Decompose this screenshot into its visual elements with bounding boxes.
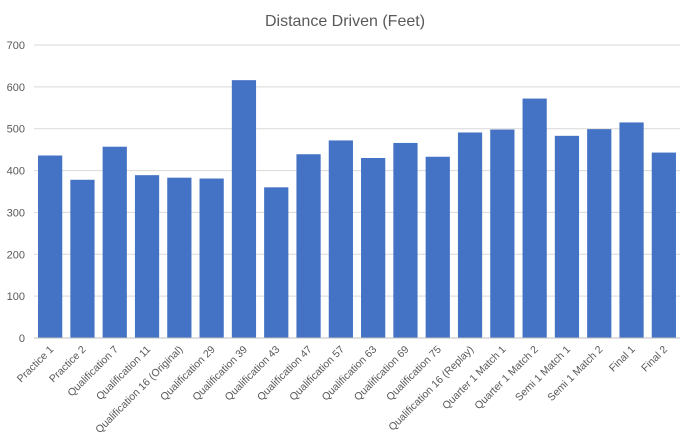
y-tick-label: 600 — [7, 82, 25, 94]
bar — [70, 179, 95, 338]
y-tick-label: 500 — [7, 124, 25, 136]
bar — [425, 156, 450, 338]
bar — [457, 132, 483, 338]
y-tick-label: 100 — [7, 291, 25, 303]
bars — [38, 80, 676, 338]
x-tick-label: Final 2 — [639, 344, 670, 375]
y-tick-label: 300 — [7, 207, 25, 219]
bar — [231, 80, 257, 338]
bar — [361, 158, 386, 338]
bar — [167, 177, 192, 338]
y-tick-label: 700 — [7, 40, 25, 52]
y-tick-label: 200 — [7, 249, 25, 261]
bar — [199, 178, 224, 338]
bar — [328, 140, 353, 338]
bar — [393, 142, 418, 338]
bar — [587, 129, 612, 338]
bar — [38, 155, 63, 338]
bar — [102, 146, 127, 338]
gridlines — [34, 44, 680, 297]
bar — [490, 129, 515, 338]
bar — [134, 175, 160, 338]
chart-title: Distance Driven (Feet) — [265, 13, 425, 30]
bar — [554, 135, 580, 338]
bar — [651, 152, 676, 338]
y-tick-label: 0 — [19, 333, 25, 345]
bar — [522, 98, 547, 338]
bar — [619, 122, 644, 338]
y-tick-label: 400 — [7, 166, 25, 178]
x-tick-label: Final 1 — [607, 344, 638, 375]
bar — [296, 154, 321, 338]
y-axis-ticks: 0 100 200 300 400 500 600 700 — [7, 40, 25, 345]
bar — [264, 187, 289, 338]
